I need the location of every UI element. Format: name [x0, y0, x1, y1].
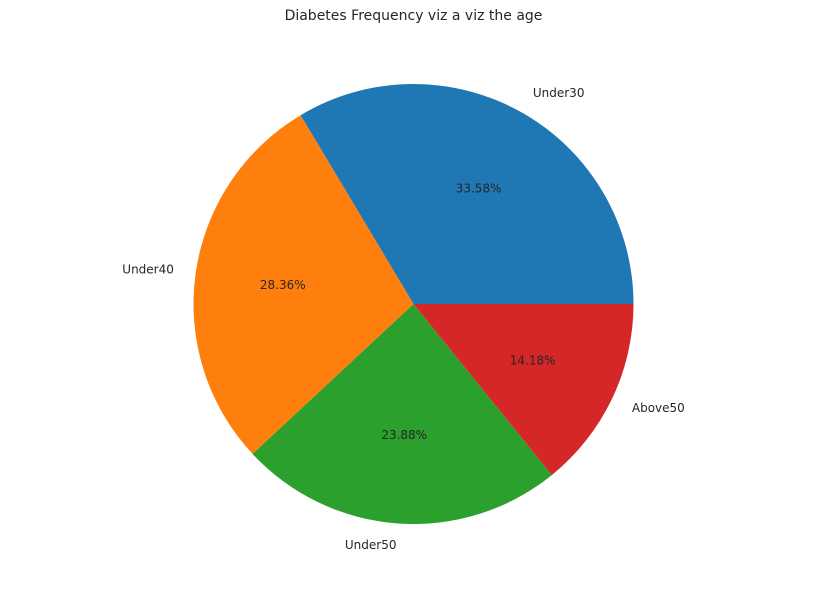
pie-percent-label: 33.58%: [456, 182, 502, 196]
pie-percent-label: 28.36%: [260, 278, 306, 292]
pie-slice-under50: [252, 304, 552, 524]
pie-category-label: Under30: [533, 86, 585, 100]
pie-percent-label: 14.18%: [510, 353, 556, 367]
pie-slice-under30: [300, 83, 634, 304]
chart-title: Diabetes Frequency viz a viz the age: [284, 8, 543, 24]
pie-slice-under40: [193, 115, 414, 454]
pie-percent-label: 23.88%: [381, 428, 427, 442]
pie-slice-above50: [413, 304, 634, 476]
pie-category-label: Under40: [122, 263, 174, 277]
pie-category-label: Under50: [345, 538, 397, 552]
pie-category-label: Above50: [632, 401, 685, 415]
